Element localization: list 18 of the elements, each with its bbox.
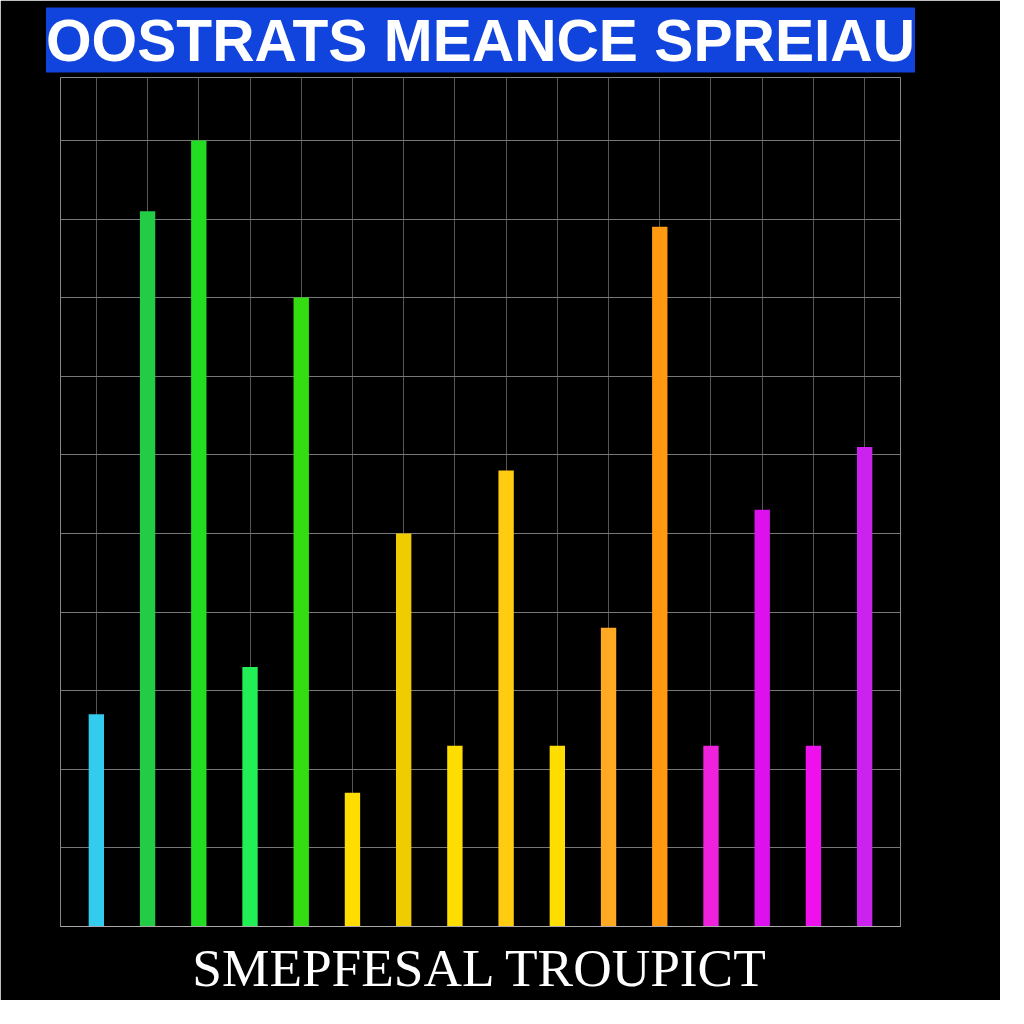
bar: [447, 745, 463, 927]
bar: [139, 211, 156, 927]
bar: [344, 792, 361, 927]
bar: [242, 667, 258, 927]
bar: [856, 446, 873, 927]
bar: [88, 714, 105, 927]
bar: [652, 226, 668, 927]
bar: [805, 745, 822, 927]
bar: [600, 627, 617, 927]
bar: [703, 745, 719, 927]
x-axis-title: SMEPFESAL TROUPICT: [192, 937, 766, 998]
chart-title: OOSTRATS MEANCE SPREIAU: [45, 7, 916, 73]
bar: [754, 509, 770, 927]
bar: [549, 745, 566, 927]
bar: [191, 140, 207, 927]
bar: [498, 470, 514, 927]
bar: [293, 297, 309, 927]
bar: [395, 533, 412, 927]
